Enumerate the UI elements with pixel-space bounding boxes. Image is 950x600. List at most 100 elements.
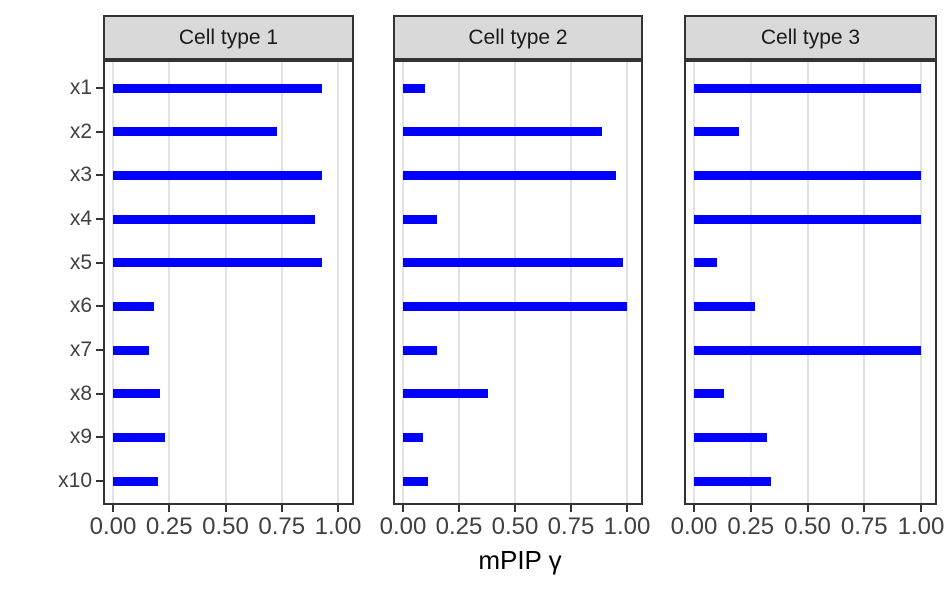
- x-axis-tick-label: 0.50: [491, 513, 539, 540]
- gridline: [863, 62, 866, 503]
- bar-x10: [113, 476, 158, 486]
- bar-x4: [403, 214, 437, 224]
- facet-strip-label: Cell type 1: [178, 25, 279, 49]
- y-axis-label: x4: [69, 207, 92, 230]
- gridline: [280, 62, 283, 503]
- bar-x7: [694, 345, 921, 355]
- x-axis-tick-label: 1.00: [897, 513, 945, 540]
- x-axis-tick-mark: [920, 505, 922, 512]
- bar-x10: [403, 476, 428, 486]
- bar-x5: [113, 258, 323, 268]
- bar-x6: [113, 301, 154, 311]
- x-axis-tick-mark: [112, 505, 114, 512]
- x-axis-tick-mark: [749, 505, 752, 512]
- y-axis-label: x5: [69, 250, 92, 274]
- bar-x1: [403, 83, 426, 93]
- bar-x3: [403, 170, 616, 180]
- bar-x1: [694, 83, 921, 93]
- facet-strip-label: Cell type 3: [760, 25, 861, 49]
- x-axis-tick-label: 0.00: [379, 513, 427, 540]
- gridline: [402, 62, 404, 503]
- x-axis-tick-mark: [570, 505, 572, 512]
- y-axis-tick-mark: [96, 174, 103, 177]
- x-axis-tick-label: 0.75: [840, 513, 888, 540]
- gridline: [806, 62, 809, 503]
- x-axis-tick-mark: [863, 505, 866, 512]
- x-axis-tick-label: 1.00: [314, 513, 362, 540]
- bar-x2: [113, 127, 278, 137]
- y-axis-label: x3: [69, 163, 92, 187]
- x-axis-tick-label: 0.75: [547, 513, 595, 540]
- y-axis-tick-mark: [96, 480, 103, 483]
- gridline: [626, 62, 628, 503]
- x-axis-tick-mark: [458, 505, 460, 512]
- y-axis-label: x7: [69, 338, 92, 362]
- y-axis-tick-mark: [96, 349, 103, 352]
- bar-x3: [113, 170, 323, 180]
- y-axis-tick-mark: [96, 392, 103, 395]
- x-axis-tick-label: 0.25: [727, 513, 775, 540]
- bar-x10: [694, 476, 772, 486]
- bar-x8: [403, 389, 489, 399]
- bar-x9: [403, 432, 424, 442]
- y-axis-tick-mark: [96, 218, 103, 220]
- plot-panel: [684, 60, 937, 505]
- y-axis-label: x2: [69, 119, 92, 143]
- x-axis-tick-label: 1.00: [603, 513, 651, 540]
- x-axis-tick-mark: [514, 505, 516, 512]
- x-axis-tick-label: 0.25: [145, 513, 193, 540]
- y-axis-label: x9: [69, 425, 92, 449]
- bar-x6: [694, 301, 756, 311]
- y-axis-tick-mark: [96, 436, 103, 439]
- gridline: [168, 62, 171, 503]
- x-axis-tick-mark: [402, 505, 404, 512]
- gridline: [920, 62, 922, 503]
- x-axis-tick-mark: [168, 505, 171, 512]
- bar-x2: [403, 127, 603, 137]
- facet-3: Cell type 3 0.00 0.25 0.50 0.75 1.00: [671, 0, 944, 600]
- bar-x9: [694, 432, 767, 442]
- gridline: [570, 62, 572, 503]
- x-axis-title: mPIP γ: [478, 545, 562, 575]
- bar-x7: [403, 345, 437, 355]
- y-axis-tick-mark: [96, 130, 103, 133]
- x-axis-tick-label: 0.00: [670, 513, 718, 540]
- x-axis-tick-mark: [337, 505, 339, 512]
- bar-x4: [694, 214, 921, 224]
- x-axis-tick-mark: [280, 505, 283, 512]
- facet-2: Cell type 2 0.00 0.25 0.50 0.75 1.00: [380, 0, 650, 600]
- facet-strip-label: Cell type 2: [468, 25, 568, 49]
- facet-strip: Cell type 1: [103, 15, 354, 60]
- y-axis-label: x10: [58, 469, 92, 493]
- bar-x6: [403, 301, 627, 311]
- x-axis-tick-mark: [626, 505, 628, 512]
- y-axis-tick-mark: [96, 87, 103, 89]
- y-axis-tick-mark: [96, 305, 103, 308]
- x-axis-tick-label: 0.00: [89, 513, 137, 540]
- gridline: [337, 62, 339, 503]
- bar-x3: [694, 170, 921, 180]
- x-axis-tick-label: 0.75: [258, 513, 306, 540]
- bar-x9: [113, 432, 165, 442]
- gridline: [693, 62, 695, 503]
- bar-x2: [694, 127, 740, 137]
- y-axis-label: x8: [69, 381, 92, 405]
- x-axis-tick-label: 0.50: [784, 513, 831, 540]
- x-axis-tick-mark: [224, 505, 227, 512]
- facet-strip: Cell type 2: [393, 15, 643, 60]
- bar-x7: [113, 345, 149, 355]
- bar-x8: [113, 389, 161, 399]
- x-axis-tick-label: 0.50: [202, 513, 249, 540]
- x-axis-tick-label: 0.25: [435, 513, 483, 540]
- facet-strip: Cell type 3: [684, 15, 937, 60]
- bar-x8: [694, 389, 724, 399]
- gridline: [458, 62, 460, 503]
- bar-x5: [694, 258, 717, 268]
- bar-x4: [113, 214, 316, 224]
- bar-x5: [403, 258, 623, 268]
- gridline: [224, 62, 227, 503]
- x-axis-tick-mark: [806, 505, 809, 512]
- facet-1: Cell type 1 0.00 0.25 0.50 0.75 1.00: [90, 0, 361, 600]
- gridline: [514, 62, 516, 503]
